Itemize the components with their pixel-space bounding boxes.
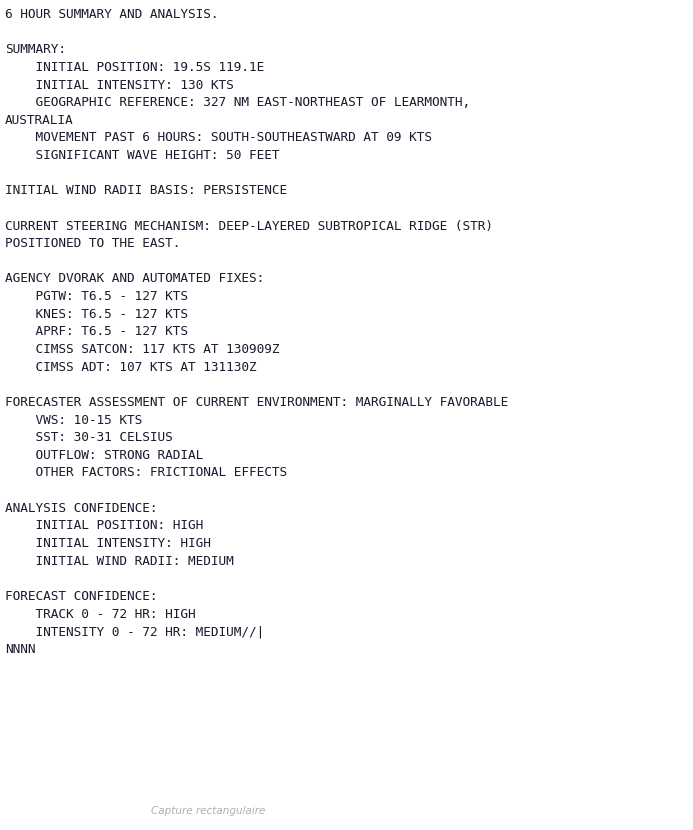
Text: GEOGRAPHIC REFERENCE: 327 NM EAST-NORTHEAST OF LEARMONTH,: GEOGRAPHIC REFERENCE: 327 NM EAST-NORTHE… bbox=[5, 96, 470, 110]
Text: MOVEMENT PAST 6 HOURS: SOUTH-SOUTHEASTWARD AT 09 KTS: MOVEMENT PAST 6 HOURS: SOUTH-SOUTHEASTWA… bbox=[5, 131, 432, 144]
Text: INTENSITY 0 - 72 HR: MEDIUM//|: INTENSITY 0 - 72 HR: MEDIUM//| bbox=[5, 625, 264, 638]
Text: OUTFLOW: STRONG RADIAL: OUTFLOW: STRONG RADIAL bbox=[5, 449, 203, 461]
Text: SST: 30-31 CELSIUS: SST: 30-31 CELSIUS bbox=[5, 432, 173, 444]
Text: CIMSS SATCON: 117 KTS AT 130909Z: CIMSS SATCON: 117 KTS AT 130909Z bbox=[5, 343, 279, 356]
Text: AGENCY DVORAK AND AUTOMATED FIXES:: AGENCY DVORAK AND AUTOMATED FIXES: bbox=[5, 272, 264, 286]
Text: INITIAL POSITION: HIGH: INITIAL POSITION: HIGH bbox=[5, 520, 203, 532]
Text: OTHER FACTORS: FRICTIONAL EFFECTS: OTHER FACTORS: FRICTIONAL EFFECTS bbox=[5, 466, 287, 480]
Text: INITIAL INTENSITY: 130 KTS: INITIAL INTENSITY: 130 KTS bbox=[5, 79, 234, 91]
Text: ANALYSIS CONFIDENCE:: ANALYSIS CONFIDENCE: bbox=[5, 501, 157, 515]
Text: AUSTRALIA: AUSTRALIA bbox=[5, 114, 73, 127]
Text: CIMSS ADT: 107 KTS AT 131130Z: CIMSS ADT: 107 KTS AT 131130Z bbox=[5, 361, 256, 374]
Text: KNES: T6.5 - 127 KTS: KNES: T6.5 - 127 KTS bbox=[5, 308, 188, 320]
Text: Capture rectangulaire: Capture rectangulaire bbox=[150, 806, 265, 816]
Text: PGTW: T6.5 - 127 KTS: PGTW: T6.5 - 127 KTS bbox=[5, 290, 188, 303]
Text: VWS: 10-15 KTS: VWS: 10-15 KTS bbox=[5, 413, 142, 427]
Text: FORECASTER ASSESSMENT OF CURRENT ENVIRONMENT: MARGINALLY FAVORABLE: FORECASTER ASSESSMENT OF CURRENT ENVIRON… bbox=[5, 396, 508, 409]
Text: NNNN: NNNN bbox=[5, 642, 35, 656]
Text: APRF: T6.5 - 127 KTS: APRF: T6.5 - 127 KTS bbox=[5, 325, 188, 339]
Text: CURRENT STEERING MECHANISM: DEEP-LAYERED SUBTROPICAL RIDGE (STR): CURRENT STEERING MECHANISM: DEEP-LAYERED… bbox=[5, 220, 493, 232]
Text: TRACK 0 - 72 HR: HIGH: TRACK 0 - 72 HR: HIGH bbox=[5, 608, 195, 621]
Text: INITIAL WIND RADII: MEDIUM: INITIAL WIND RADII: MEDIUM bbox=[5, 554, 234, 568]
Text: INITIAL POSITION: 19.5S 119.1E: INITIAL POSITION: 19.5S 119.1E bbox=[5, 61, 264, 74]
Text: POSITIONED TO THE EAST.: POSITIONED TO THE EAST. bbox=[5, 237, 180, 250]
Text: SUMMARY:: SUMMARY: bbox=[5, 43, 66, 56]
Text: FORECAST CONFIDENCE:: FORECAST CONFIDENCE: bbox=[5, 590, 157, 603]
Text: INITIAL WIND RADII BASIS: PERSISTENCE: INITIAL WIND RADII BASIS: PERSISTENCE bbox=[5, 184, 287, 198]
Text: SIGNIFICANT WAVE HEIGHT: 50 FEET: SIGNIFICANT WAVE HEIGHT: 50 FEET bbox=[5, 149, 279, 162]
Text: INITIAL INTENSITY: HIGH: INITIAL INTENSITY: HIGH bbox=[5, 537, 211, 550]
Text: 6 HOUR SUMMARY AND ANALYSIS.: 6 HOUR SUMMARY AND ANALYSIS. bbox=[5, 8, 218, 21]
